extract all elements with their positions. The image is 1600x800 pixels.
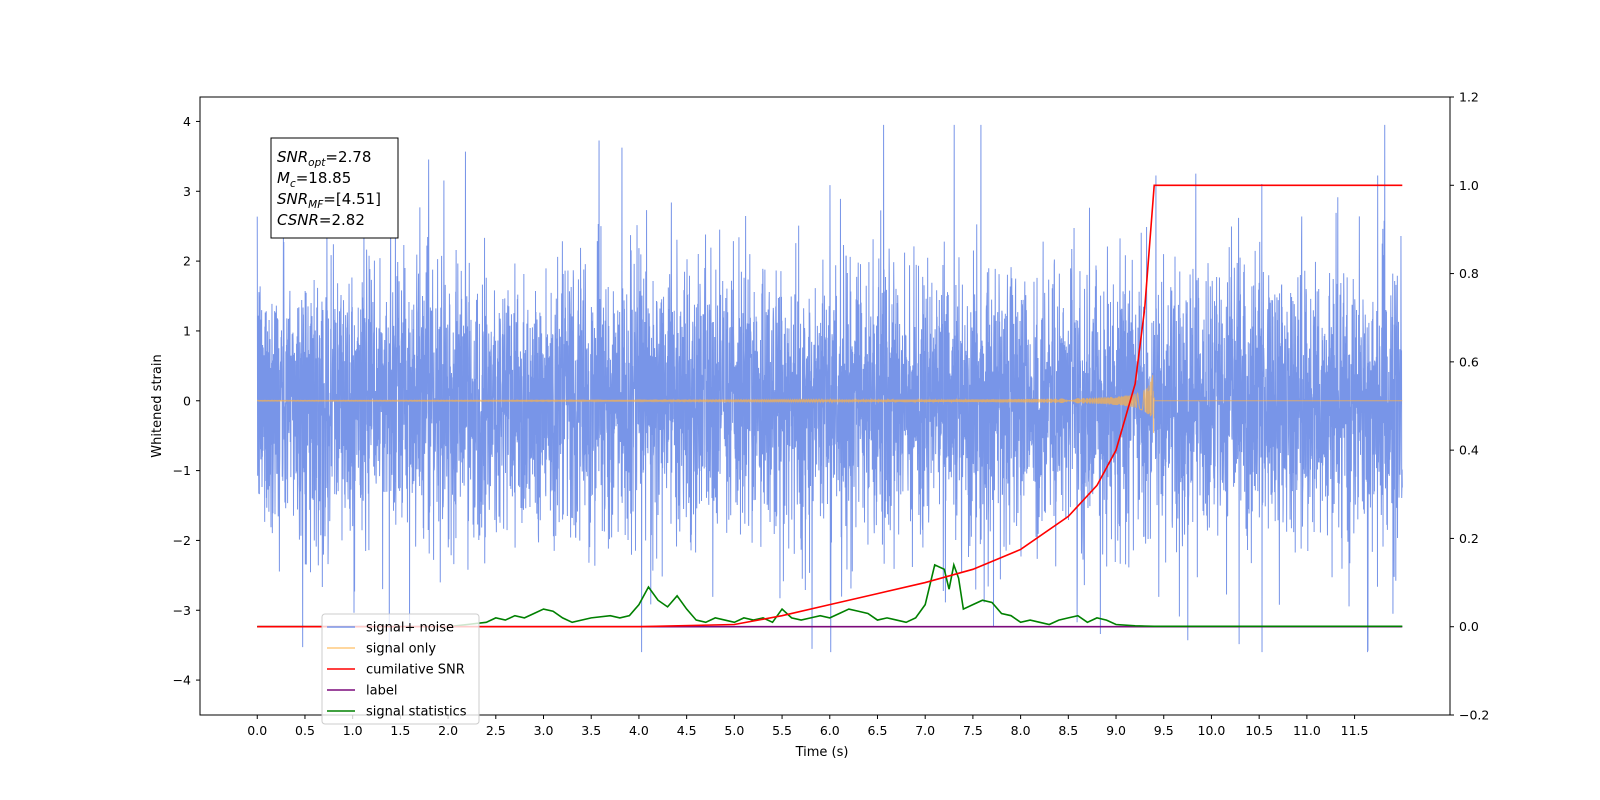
y-tick-label: 0: [183, 393, 191, 408]
y-tick-label: 4: [183, 114, 191, 129]
x-tick-label: 11.0: [1293, 723, 1321, 738]
y2-tick-label: 1.2: [1459, 90, 1479, 105]
y-axis-ticks: −4 −3 −2 −1 0 1 2 3 4: [173, 114, 200, 688]
y-tick-label: −2: [173, 533, 191, 548]
x-tick-label: 4.5: [677, 723, 697, 738]
x-tick-label: 7.0: [915, 723, 935, 738]
x-tick-label: 0.5: [295, 723, 315, 738]
legend-entry: label: [366, 684, 397, 699]
y2-tick-label: 0.6: [1459, 354, 1479, 369]
legend-frame: [321, 613, 480, 725]
plot-area: [256, 124, 1403, 653]
legend-entry: signal+ noise: [366, 621, 454, 636]
annotation-box-frame: [270, 137, 399, 239]
x-tick-label: 3.0: [534, 723, 554, 738]
x-tick-label: 11.5: [1341, 723, 1369, 738]
annotation-line: SNRMF=[4.51]: [277, 190, 381, 211]
annotation-line: SNRopt=2.78: [277, 148, 371, 169]
legend: signal+ noise signal only cumilative SNR la…: [321, 613, 480, 725]
x-tick-label: 5.5: [772, 723, 792, 738]
x-axis-label: Time (s): [795, 745, 849, 760]
legend-entry: signal only: [366, 642, 436, 657]
x-tick-label: 6.5: [868, 723, 888, 738]
x-tick-label: 5.0: [724, 723, 744, 738]
x-tick-label: 3.5: [581, 723, 601, 738]
y2-tick-label: 0.8: [1459, 266, 1479, 281]
legend-entry: signal statistics: [366, 705, 467, 720]
y-tick-label: 2: [183, 254, 191, 269]
series-signal-only: [256, 375, 1403, 433]
data-layer: [256, 124, 1403, 653]
y2-tick-label: 0.2: [1459, 531, 1479, 546]
y-tick-label: 3: [183, 184, 191, 199]
x-tick-label: 1.5: [390, 723, 410, 738]
series-signal-statistics: [257, 561, 1403, 628]
legend-entry: cumilative SNR: [366, 663, 465, 678]
y-axis-label: Whitened strain: [150, 354, 165, 457]
x-axis-ticks: 0.0 0.5 1.0 1.5 2.0 2.5 3.0 3.5 4.0 4.5 5.0 5.5 6.0 6…: [247, 715, 1369, 738]
annotation-line: Mc=18.85: [277, 169, 351, 190]
x-tick-label: 1.0: [343, 723, 363, 738]
x-tick-label: 0.0: [247, 723, 267, 738]
series-signal-noise: [256, 124, 1403, 653]
y-tick-label: −3: [173, 603, 191, 618]
x-tick-label: 6.0: [820, 723, 840, 738]
series-cumulative-snr: [257, 184, 1403, 628]
x-tick-label: 7.5: [963, 723, 983, 738]
x-tick-label: 8.5: [1058, 723, 1078, 738]
x-tick-label: 4.0: [629, 723, 649, 738]
y2-axis-ticks: −0.2 0.0 0.2 0.4 0.6 0.8 1.0 1.2: [1450, 90, 1489, 723]
y2-tick-label: −0.2: [1459, 708, 1489, 723]
x-tick-label: 8.0: [1011, 723, 1031, 738]
y-tick-label: −4: [173, 673, 191, 688]
y2-tick-label: 0.0: [1459, 619, 1479, 634]
y-tick-label: −1: [173, 463, 191, 478]
x-tick-label: 10.0: [1198, 723, 1226, 738]
y2-tick-label: 0.4: [1459, 443, 1479, 458]
annotation-line: CSNR=2.82: [277, 211, 365, 229]
x-tick-label: 9.0: [1106, 723, 1126, 738]
y-tick-label: 1: [183, 323, 191, 338]
y2-tick-label: 1.0: [1459, 178, 1479, 193]
x-tick-label: 2.0: [438, 723, 458, 738]
x-tick-label: 10.5: [1245, 723, 1273, 738]
x-tick-label: 9.5: [1154, 723, 1174, 738]
x-tick-label: 2.5: [486, 723, 506, 738]
axes-frame: [199, 96, 1451, 716]
